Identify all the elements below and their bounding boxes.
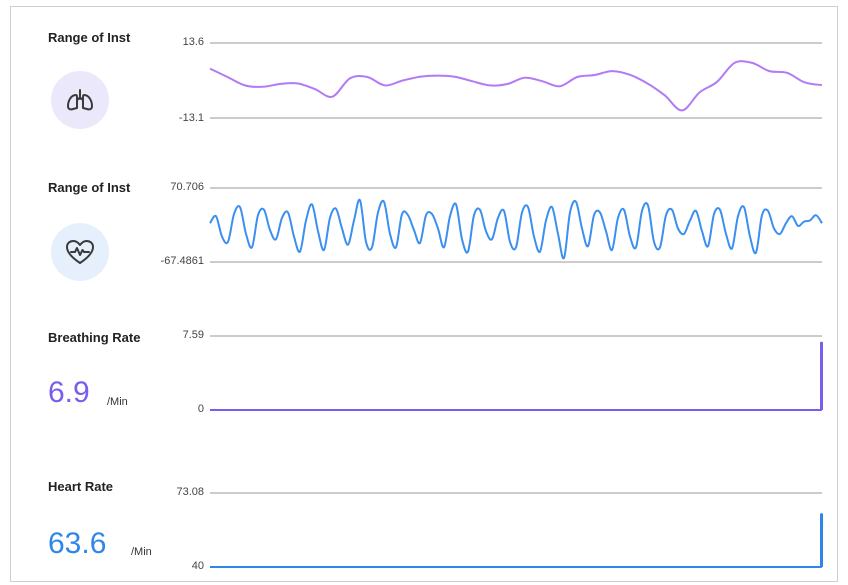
y-max-label: 70.706 bbox=[170, 181, 204, 193]
breathing-rate-unit: /Min bbox=[107, 396, 128, 408]
panel-title: Heart Rate bbox=[48, 479, 114, 494]
series-line bbox=[209, 60, 823, 112]
heart-pulse-icon bbox=[66, 240, 94, 264]
lungs-icon bbox=[67, 89, 93, 111]
y-max-label: 73.08 bbox=[176, 486, 204, 498]
y-min-label: 40 bbox=[191, 560, 204, 572]
y-min-label: 0 bbox=[197, 403, 204, 415]
series-line bbox=[209, 198, 823, 260]
vitals-dashboard bbox=[10, 6, 838, 582]
breathing-rate-value: 6.9 bbox=[48, 376, 90, 409]
series-line bbox=[210, 341, 823, 411]
series-line bbox=[210, 513, 823, 568]
y-max-label: 13.6 bbox=[182, 36, 204, 48]
lungs-icon-badge bbox=[51, 71, 109, 129]
heart-rate-unit: /Min bbox=[131, 546, 152, 558]
panel-title: Range of Inst bbox=[48, 180, 131, 195]
heart-icon-badge bbox=[51, 223, 109, 281]
y-max-label: 7.59 bbox=[182, 329, 204, 341]
panel-title: Range of Inst bbox=[48, 30, 131, 45]
heart-rate-value: 63.6 bbox=[48, 527, 107, 560]
y-min-label: -13.1 bbox=[178, 112, 204, 124]
y-min-label: -67.4861 bbox=[160, 255, 204, 267]
panel-title: Breathing Rate bbox=[48, 330, 141, 345]
